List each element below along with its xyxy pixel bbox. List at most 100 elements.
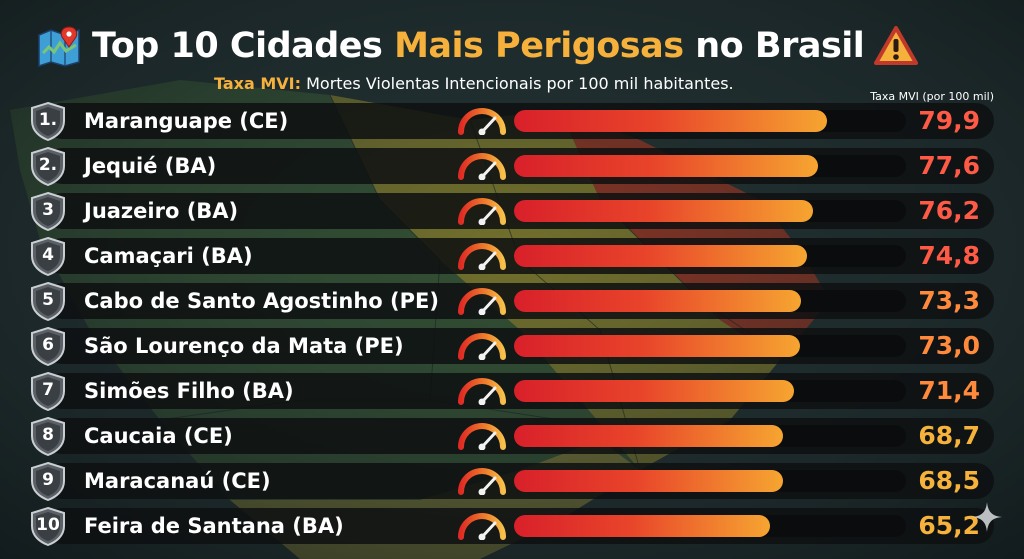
shield-icon bbox=[31, 506, 65, 546]
title-part2: no Brasil bbox=[695, 26, 865, 66]
category-label: Feira de Santana (BA) bbox=[84, 514, 344, 538]
title-highlight: Mais Perigosas bbox=[394, 26, 684, 66]
rank-badge: 1. bbox=[28, 101, 68, 141]
speedometer-gauge-icon bbox=[458, 288, 506, 315]
rank-number: 2. bbox=[38, 155, 58, 175]
shield-icon bbox=[31, 146, 65, 186]
category-label: Cabo de Santo Agostinho (PE) bbox=[84, 289, 439, 313]
rank-number: 1. bbox=[38, 110, 58, 130]
category-label: Simões Filho (BA) bbox=[84, 379, 294, 403]
bar-fill bbox=[514, 155, 818, 177]
shield-icon bbox=[31, 326, 65, 366]
shield-icon bbox=[31, 371, 65, 411]
rank-number: 4 bbox=[42, 245, 54, 265]
speedometer-gauge-icon bbox=[458, 108, 506, 135]
rank-badge: 6 bbox=[28, 326, 68, 366]
title-row: Top 10 Cidades Mais Perigosas no Brasil bbox=[36, 22, 919, 70]
rank-badge: 10 bbox=[28, 506, 68, 546]
category-label: São Lourenço da Mata (PE) bbox=[84, 334, 404, 358]
value-label: 71,4 bbox=[918, 376, 980, 405]
category-label: Maranguape (CE) bbox=[84, 109, 289, 133]
category-label: Juazeiro (BA) bbox=[84, 199, 239, 223]
bar-fill bbox=[514, 290, 801, 312]
subtitle-label: Taxa MVI: bbox=[214, 74, 301, 93]
bar-fill bbox=[514, 200, 813, 222]
bar-track bbox=[514, 110, 906, 132]
subtitle-text: Mortes Violentas Intencionais por 100 mi… bbox=[306, 74, 734, 93]
category-label: Caucaia (CE) bbox=[84, 424, 233, 448]
rank-number: 7 bbox=[42, 380, 54, 400]
rank-number: 10 bbox=[36, 515, 60, 535]
shield-icon bbox=[31, 236, 65, 276]
speedometer-gauge-icon bbox=[458, 198, 506, 225]
bar-row: 6 São Lourenço da Mata (PE) 73,0 bbox=[28, 326, 996, 366]
value-label: 77,6 bbox=[918, 151, 980, 180]
chart-title: Top 10 Cidades Mais Perigosas no Brasil bbox=[92, 26, 865, 66]
bar-track bbox=[514, 470, 906, 492]
shield-icon bbox=[31, 461, 65, 501]
shield-icon bbox=[31, 281, 65, 321]
speedometer-gauge-icon bbox=[458, 468, 506, 495]
title-part1: Top 10 Cidades bbox=[92, 26, 383, 66]
bar-track bbox=[514, 200, 906, 222]
bar-fill bbox=[514, 425, 783, 447]
speedometer-gauge-icon bbox=[458, 513, 506, 540]
warning-icon bbox=[874, 26, 919, 65]
rank-badge: 3 bbox=[28, 191, 68, 231]
sparkle-icon bbox=[972, 502, 1002, 532]
bar-row: 9 Maracanaú (CE) 68,5 bbox=[28, 461, 996, 501]
bar-row: 2. Jequié (BA) 77,6 bbox=[28, 146, 996, 186]
rank-badge: 8 bbox=[28, 416, 68, 456]
bar-row: 1. Maranguape (CE) 79,9 bbox=[28, 101, 996, 141]
bar-row: 8 Caucaia (CE) 68,7 bbox=[28, 416, 996, 456]
shield-icon bbox=[31, 101, 65, 141]
rank-badge: 5 bbox=[28, 281, 68, 321]
rank-badge: 2. bbox=[28, 146, 68, 186]
value-label: 79,9 bbox=[918, 106, 980, 135]
rank-badge: 4 bbox=[28, 236, 68, 276]
rank-badge: 9 bbox=[28, 461, 68, 501]
rank-number: 5 bbox=[42, 290, 54, 310]
bar-row: 7 Simões Filho (BA) 71,4 bbox=[28, 371, 996, 411]
rank-badge: 7 bbox=[28, 371, 68, 411]
speedometer-gauge-icon bbox=[458, 153, 506, 180]
bar-fill bbox=[514, 110, 827, 132]
rank-number: 3 bbox=[42, 200, 54, 220]
bar-row: 5 Cabo de Santo Agostinho (PE) 73,3 bbox=[28, 281, 996, 321]
bar-track bbox=[514, 380, 906, 402]
rank-number: 6 bbox=[42, 335, 54, 355]
value-label: 68,5 bbox=[918, 466, 980, 495]
value-label: 73,0 bbox=[918, 331, 980, 360]
bar-track bbox=[514, 245, 906, 267]
bar-row: 10 Feira de Santana (BA) 65,2 bbox=[28, 506, 996, 546]
shield-icon bbox=[31, 191, 65, 231]
bar-fill bbox=[514, 470, 783, 492]
bar-track bbox=[514, 515, 906, 537]
value-label: 68,7 bbox=[918, 421, 980, 450]
bar-fill bbox=[514, 380, 794, 402]
bar-track bbox=[514, 155, 906, 177]
category-label: Jequié (BA) bbox=[84, 154, 217, 178]
subtitle: Taxa MVI: Mortes Violentas Intencionais … bbox=[214, 74, 734, 93]
chart-header: Top 10 Cidades Mais Perigosas no Brasil … bbox=[0, 8, 1024, 108]
rank-number: 9 bbox=[42, 470, 54, 490]
bar-fill bbox=[514, 245, 807, 267]
map-pin-icon bbox=[38, 26, 80, 67]
bar-fill bbox=[514, 335, 800, 357]
category-label: Camaçari (BA) bbox=[84, 244, 253, 268]
value-label: 65,2 bbox=[918, 511, 980, 540]
speedometer-gauge-icon bbox=[458, 423, 506, 450]
speedometer-gauge-icon bbox=[458, 378, 506, 405]
category-label: Maracanaú (CE) bbox=[84, 469, 271, 493]
value-label: 76,2 bbox=[918, 196, 980, 225]
speedometer-gauge-icon bbox=[458, 243, 506, 270]
rank-number: 8 bbox=[42, 425, 54, 445]
bar-row: 3 Juazeiro (BA) 76,2 bbox=[28, 191, 996, 231]
speedometer-gauge-icon bbox=[458, 333, 506, 360]
shield-icon bbox=[31, 416, 65, 456]
bar-track bbox=[514, 290, 906, 312]
value-label: 73,3 bbox=[918, 286, 980, 315]
bar-track bbox=[514, 335, 906, 357]
column-header: Taxa MVI (por 100 mil) bbox=[870, 90, 994, 103]
bar-row: 4 Camaçari (BA) 74,8 bbox=[28, 236, 996, 276]
